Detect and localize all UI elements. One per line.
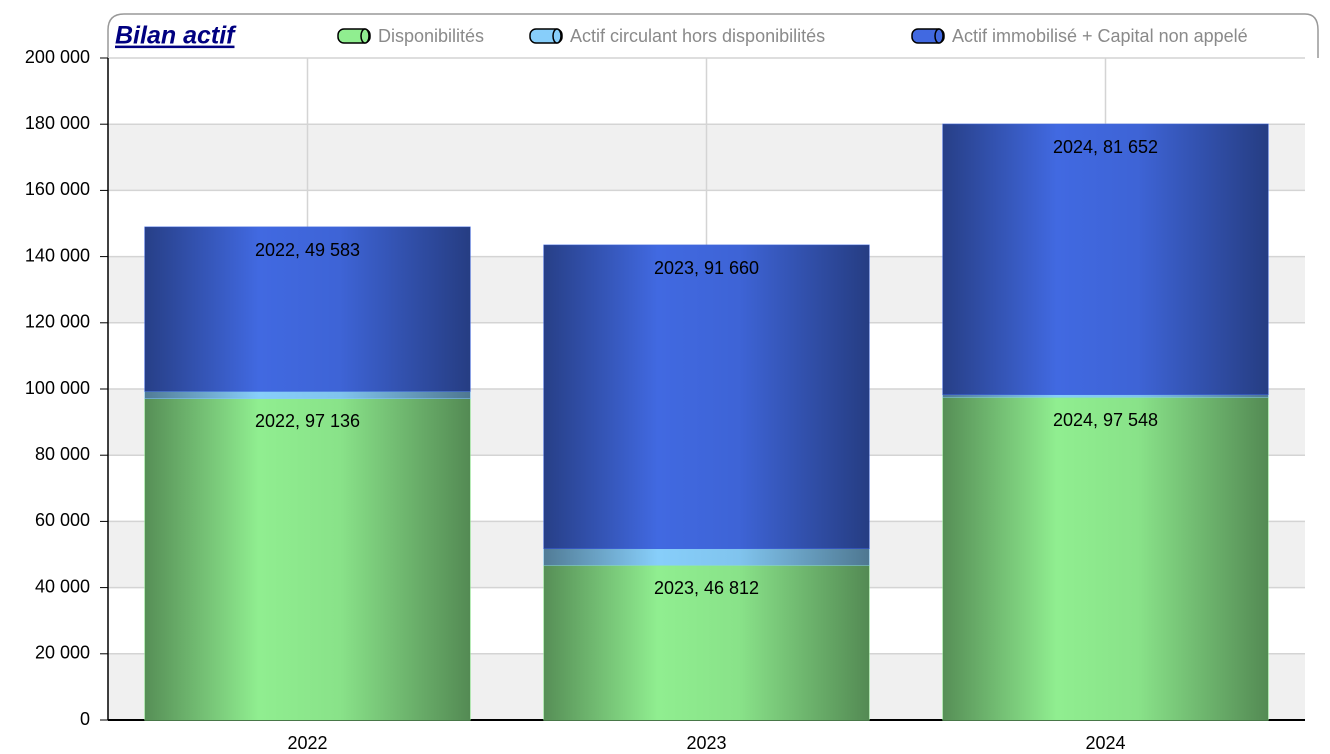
data-label: 2022, 49 583	[255, 240, 360, 260]
x-tick-label: 2024	[1085, 733, 1125, 753]
legend-swatch-cap	[360, 28, 370, 44]
bar-shade	[144, 227, 471, 392]
legend-swatch-cap	[552, 28, 562, 44]
y-tick-label: 160 000	[25, 179, 90, 199]
bar-shade	[942, 397, 1269, 720]
x-tick-label: 2022	[287, 733, 327, 753]
y-tick-label: 0	[80, 709, 90, 729]
data-label: 2024, 81 652	[1053, 137, 1158, 157]
legend-text: Disponibilités	[378, 26, 484, 46]
legend-text: Actif circulant hors disponibilités	[570, 26, 825, 46]
y-tick-label: 60 000	[35, 510, 90, 530]
y-tick-label: 120 000	[25, 312, 90, 332]
x-tick-label: 2023	[686, 733, 726, 753]
data-label: 2022, 97 136	[255, 411, 360, 431]
bar-shade	[942, 124, 1269, 395]
y-tick-label: 80 000	[35, 444, 90, 464]
bar-shade	[543, 245, 870, 549]
bar-shade	[144, 391, 471, 399]
y-tick-label: 180 000	[25, 113, 90, 133]
data-label: 2023, 91 660	[654, 258, 759, 278]
legend-text: Actif immobilisé + Capital non appelé	[952, 26, 1248, 46]
bar-shade	[543, 565, 870, 720]
y-tick-label: 140 000	[25, 245, 90, 265]
legend-swatch-cap	[934, 28, 944, 44]
bar-shade	[144, 398, 471, 720]
y-tick-label: 200 000	[25, 47, 90, 67]
y-tick-label: 40 000	[35, 576, 90, 596]
frame	[107, 13, 1319, 58]
bar-shade	[942, 394, 1269, 398]
data-label: 2024, 97 548	[1053, 410, 1158, 430]
bar-shade	[543, 548, 870, 566]
y-tick-label: 100 000	[25, 378, 90, 398]
data-label: 2023, 46 812	[654, 578, 759, 598]
y-tick-label: 20 000	[35, 643, 90, 663]
chart-title: Bilan actif	[115, 22, 237, 50]
